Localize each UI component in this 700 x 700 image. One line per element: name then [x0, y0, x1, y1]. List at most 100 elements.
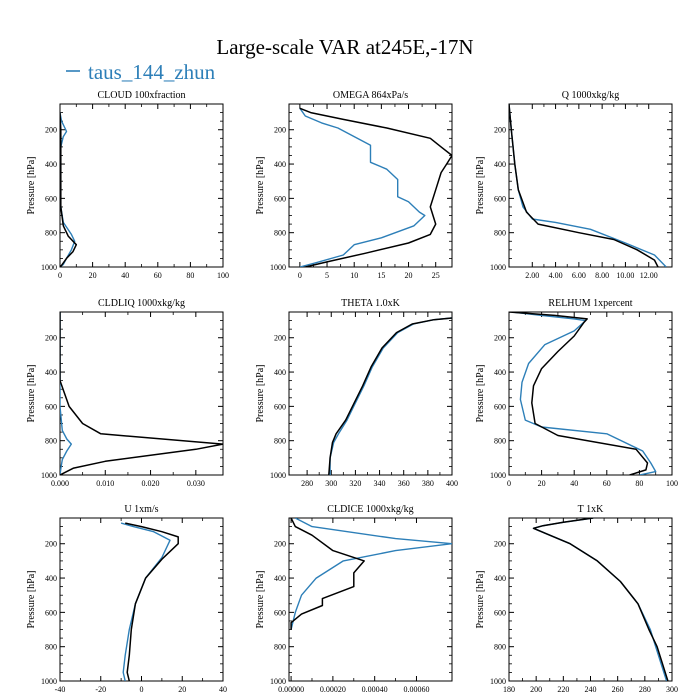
plot-frame [59, 517, 224, 682]
x-tick-label: 340 [374, 479, 386, 488]
x-tick-label: 220 [557, 685, 569, 694]
y-tick-label: 800 [274, 437, 286, 446]
y-tick-label: 1000 [490, 471, 506, 480]
y-tick-label: 800 [494, 229, 506, 238]
x-tick-label: 6.00 [572, 271, 586, 280]
y-tick-label: 600 [45, 608, 57, 617]
x-tick-label: 20 [538, 479, 546, 488]
x-tick-label: 0.00060 [403, 685, 429, 694]
y-tick-label: 600 [494, 402, 506, 411]
x-tick-label: 0.00000 [278, 685, 304, 694]
panel-title: CLDICE 1000xkg/kg [327, 504, 413, 515]
legend-label: taus_144_zhun [88, 60, 216, 84]
panel-title: CLDLIQ 1000xkg/kg [98, 298, 185, 309]
y-tick-label: 200 [274, 126, 286, 135]
x-tick-label: 0 [140, 685, 144, 694]
x-tick-label: 60 [154, 271, 162, 280]
x-tick-label: 60 [603, 479, 611, 488]
x-tick-label: 400 [446, 479, 458, 488]
chart-panel: CLDICE 1000xkg/kg Pressure [hPa] 200 400 600… [255, 504, 453, 694]
figure-title: Large-scale VAR at245E,-17N [216, 35, 473, 59]
y-tick-label: 400 [45, 160, 57, 169]
x-tick-label: 0.030 [187, 479, 205, 488]
panel-title: THETA 1.0xK [341, 298, 400, 309]
y-axis-label: Pressure [hPa] [26, 570, 37, 628]
x-tick-label: 300 [325, 479, 337, 488]
y-tick-label: 800 [45, 229, 57, 238]
y-tick-label: 600 [494, 194, 506, 203]
series-line [509, 312, 649, 475]
series-line [299, 107, 452, 267]
plot-frame [59, 103, 224, 268]
series-line [329, 317, 452, 475]
y-tick-label: 400 [274, 574, 286, 583]
series-line [125, 522, 179, 681]
x-tick-label: 0 [298, 271, 302, 280]
x-tick-label: 260 [612, 685, 624, 694]
panel-title: Q 1000xkg/kg [562, 90, 620, 101]
x-tick-label: 8.00 [595, 271, 609, 280]
x-tick-label: 200 [530, 685, 542, 694]
series-line [299, 107, 426, 267]
series-line [509, 104, 667, 267]
y-tick-label: 600 [274, 194, 286, 203]
y-tick-label: 200 [45, 540, 57, 549]
x-tick-label: 180 [503, 685, 515, 694]
y-tick-label: 400 [274, 160, 286, 169]
y-tick-label: 200 [494, 540, 506, 549]
series-line [532, 518, 669, 681]
x-tick-label: 5 [325, 271, 329, 280]
plot-frame [59, 311, 224, 476]
panel-title: RELHUM 1xpercent [548, 298, 632, 309]
y-tick-label: 600 [274, 402, 286, 411]
y-tick-label: 400 [494, 574, 506, 583]
y-tick-label: 400 [45, 574, 57, 583]
y-tick-label: 800 [274, 229, 286, 238]
y-tick-label: 600 [45, 194, 57, 203]
series-line [328, 317, 452, 475]
plot-frame [508, 517, 673, 682]
panel-title: OMEGA 864xPa/s [333, 90, 408, 101]
y-tick-label: 1000 [41, 263, 57, 272]
x-tick-label: 0.00040 [362, 685, 388, 694]
y-axis-label: Pressure [hPa] [26, 364, 37, 422]
panel-title: CLOUD 100xfraction [97, 90, 185, 101]
x-tick-label: 100 [217, 271, 229, 280]
chart-panel: Q 1000xkg/kg Pressure [hPa] 200 400 600 800 10… [475, 90, 673, 280]
x-tick-label: 40 [570, 479, 578, 488]
y-tick-label: 1000 [270, 677, 286, 686]
y-tick-label: 1000 [41, 471, 57, 480]
x-tick-label: -20 [95, 685, 106, 694]
y-axis-label: Pressure [hPa] [475, 570, 486, 628]
plot-frame [288, 103, 453, 268]
x-tick-label: 80 [635, 479, 643, 488]
x-tick-label: 320 [349, 479, 361, 488]
y-tick-label: 200 [45, 334, 57, 343]
y-axis-label: Pressure [hPa] [475, 156, 486, 214]
panel-title: T 1xK [578, 504, 604, 515]
y-tick-label: 400 [45, 368, 57, 377]
x-tick-label: 0.020 [142, 479, 160, 488]
x-tick-label: 360 [398, 479, 410, 488]
y-axis-label: Pressure [hPa] [255, 570, 266, 628]
x-tick-label: 12.00 [640, 271, 658, 280]
series-line [509, 104, 659, 267]
x-tick-label: 80 [186, 271, 194, 280]
x-tick-label: 0.010 [96, 479, 114, 488]
y-tick-label: 800 [45, 437, 57, 446]
chart-panel: THETA 1.0xK Pressure [hPa] 200 400 600 800 100… [255, 298, 458, 488]
y-axis-label: Pressure [hPa] [26, 156, 37, 214]
x-tick-label: 25 [432, 271, 440, 280]
x-tick-label: -40 [55, 685, 66, 694]
y-tick-label: 1000 [270, 471, 286, 480]
chart-panel: CLDLIQ 1000xkg/kg Pressure [hPa] 200 400 600… [26, 298, 224, 488]
x-tick-label: 40 [121, 271, 129, 280]
x-tick-label: 0 [58, 271, 62, 280]
y-tick-label: 1000 [41, 677, 57, 686]
plot-frame [288, 517, 453, 682]
